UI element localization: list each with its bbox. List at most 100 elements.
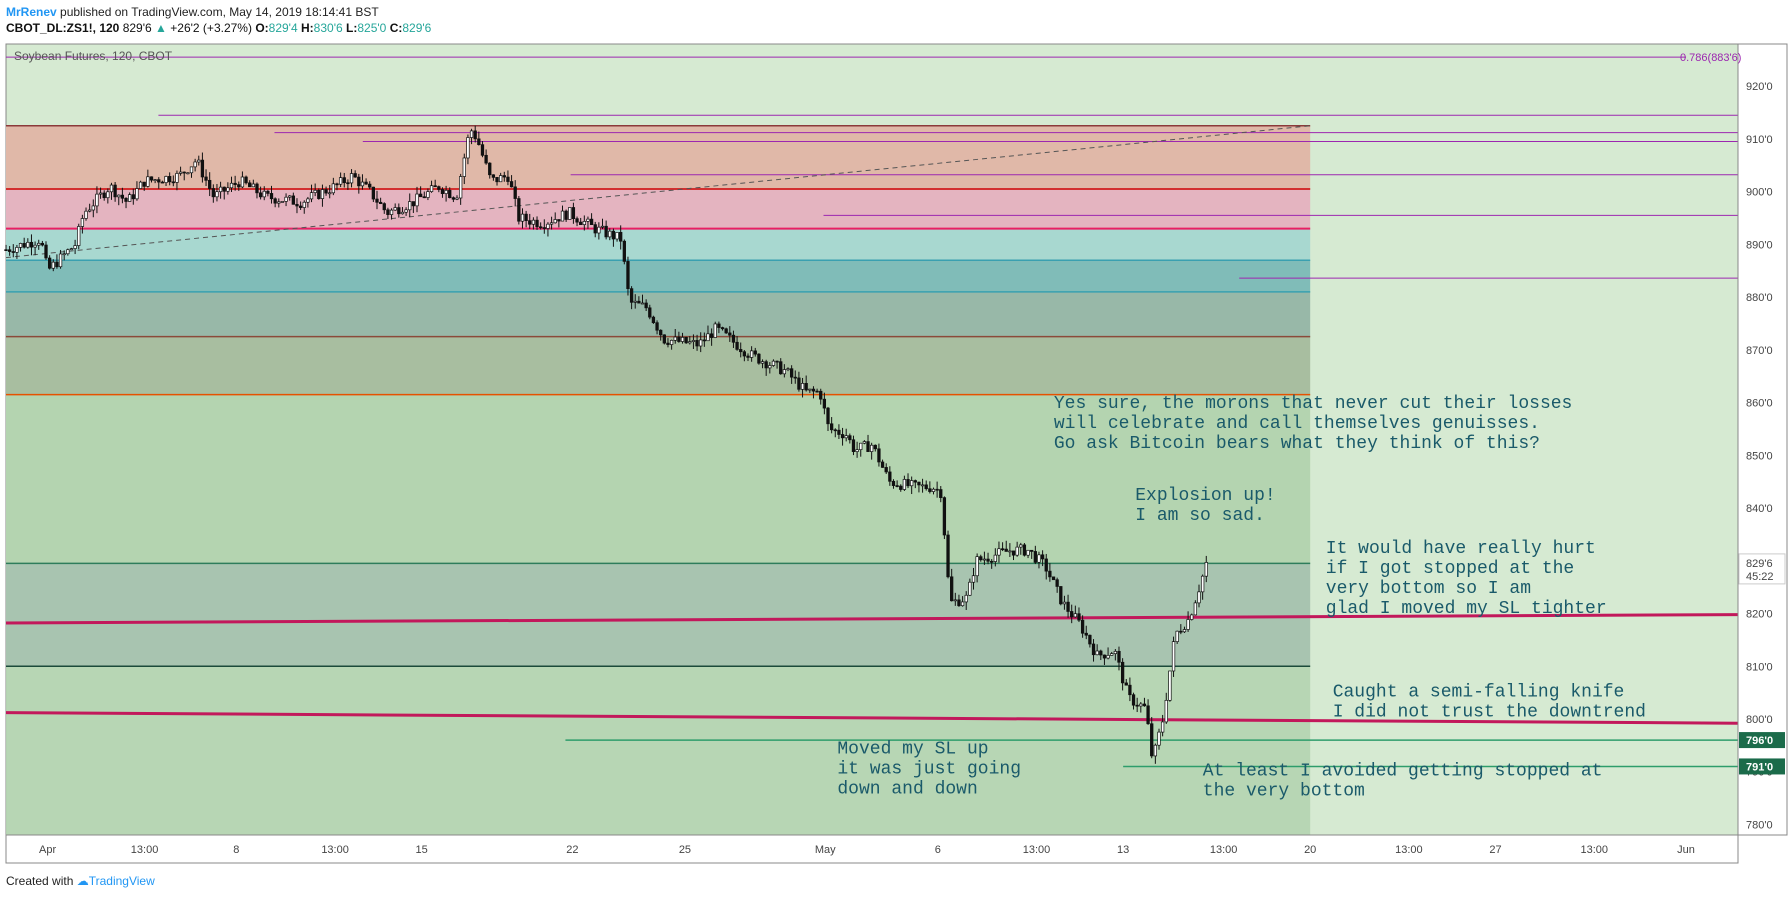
candle-body [7,249,12,252]
candle-body [208,179,212,189]
candle-body [1037,554,1041,563]
candle-body [822,398,827,409]
candle-body [1182,629,1187,633]
candle-body [895,485,899,487]
candle-body [1124,682,1128,686]
candle-body [855,449,859,452]
candle-body [280,201,285,203]
candle-body [571,207,576,220]
annotation-line: the very bottom [1203,781,1365,801]
candle-body [939,489,943,498]
candle-body [1019,544,1023,548]
candle-body [866,441,870,452]
candle-body [986,558,990,562]
candle-body [877,448,881,463]
candle-body [102,192,106,199]
candle-body [557,219,561,222]
candle-body [306,198,310,203]
time-axis [5,834,1739,864]
x-tick-label: May [815,844,836,856]
candle-body [1113,650,1117,654]
y-tick-label: 870'0 [1746,345,1773,357]
candle-body [4,249,8,252]
candle-body [757,353,761,364]
high-label: H: [301,21,314,35]
y-tick-label: 890'0 [1746,239,1773,251]
candle-body [899,485,903,490]
x-tick-label: 13:00 [1023,844,1051,856]
candle-body [753,350,757,355]
candle-body [88,209,92,212]
candle-body [608,230,612,238]
annotation-line: glad I moved my SL tighter [1326,599,1607,619]
candle-body [808,388,812,391]
candle-body [1059,586,1063,605]
price-axis [1737,43,1788,836]
candle-body [1150,723,1154,757]
tradingview-link[interactable]: TradingView [88,874,155,888]
annotation-line: Go ask Bitcoin bears what they think of … [1054,434,1540,454]
candle-body [400,211,405,215]
candle-body [138,181,143,189]
candle-body [469,130,474,138]
candle-body [346,182,350,185]
annotation-line: I did not trust the downtrend [1333,702,1646,722]
x-tick-label: 15 [416,844,428,856]
candle-body [433,185,437,188]
candle-body [40,242,45,246]
candle-body [215,191,219,198]
candle-body [913,480,917,483]
candle-body [426,191,430,198]
candle-body [593,224,597,234]
candle-body [891,480,896,486]
candle-body [146,176,150,187]
candle-body [320,189,325,199]
candle-body [673,336,677,341]
candle-body [615,231,619,240]
y-tick-label: 820'0 [1746,609,1773,621]
publish-text: published on TradingView.com, May 14, 20… [60,5,379,19]
candle-body [902,479,907,490]
candle-body [935,488,939,491]
candle-body [273,198,277,204]
candle-body [509,181,514,188]
candle-body [331,183,335,194]
annotation-0: Yes sure, the morons that never cut thei… [1054,394,1572,454]
candle-body [37,242,41,246]
candle-body [782,369,787,375]
candle-body [702,339,706,342]
price-tag-box [1739,732,1785,749]
tradingview-logo-icon: ☁ [76,874,89,888]
candle-body [993,554,997,562]
close-value: 829'6 [402,21,432,35]
candle-body [520,213,525,222]
candle-body [157,179,161,183]
candle-body [619,231,623,242]
candle-body [1040,554,1045,560]
author-link[interactable]: MrRenev [6,5,57,19]
candle-body [415,193,419,207]
candle-body [964,594,968,603]
candle-body [444,189,448,194]
last-price-box [1738,553,1786,585]
candle-body [418,193,423,198]
candle-body [277,201,281,204]
zone-6 [6,394,1311,564]
last-price-label: 829'6 [1746,558,1773,570]
candle-body [466,137,470,159]
candle-body [480,144,485,156]
y-tick-label: 800'0 [1746,714,1773,726]
candle-body [131,194,135,200]
candle-body [328,192,332,195]
candle-body [178,171,183,174]
annotation-line: it was just going [837,759,1021,779]
candle-body [189,166,194,174]
candle-body [1157,731,1161,746]
candle-body [749,350,754,358]
candle-body [1048,570,1052,578]
candle-body [942,497,947,536]
open-label: O: [255,21,269,35]
annotation-line: Moved my SL up [837,739,988,759]
